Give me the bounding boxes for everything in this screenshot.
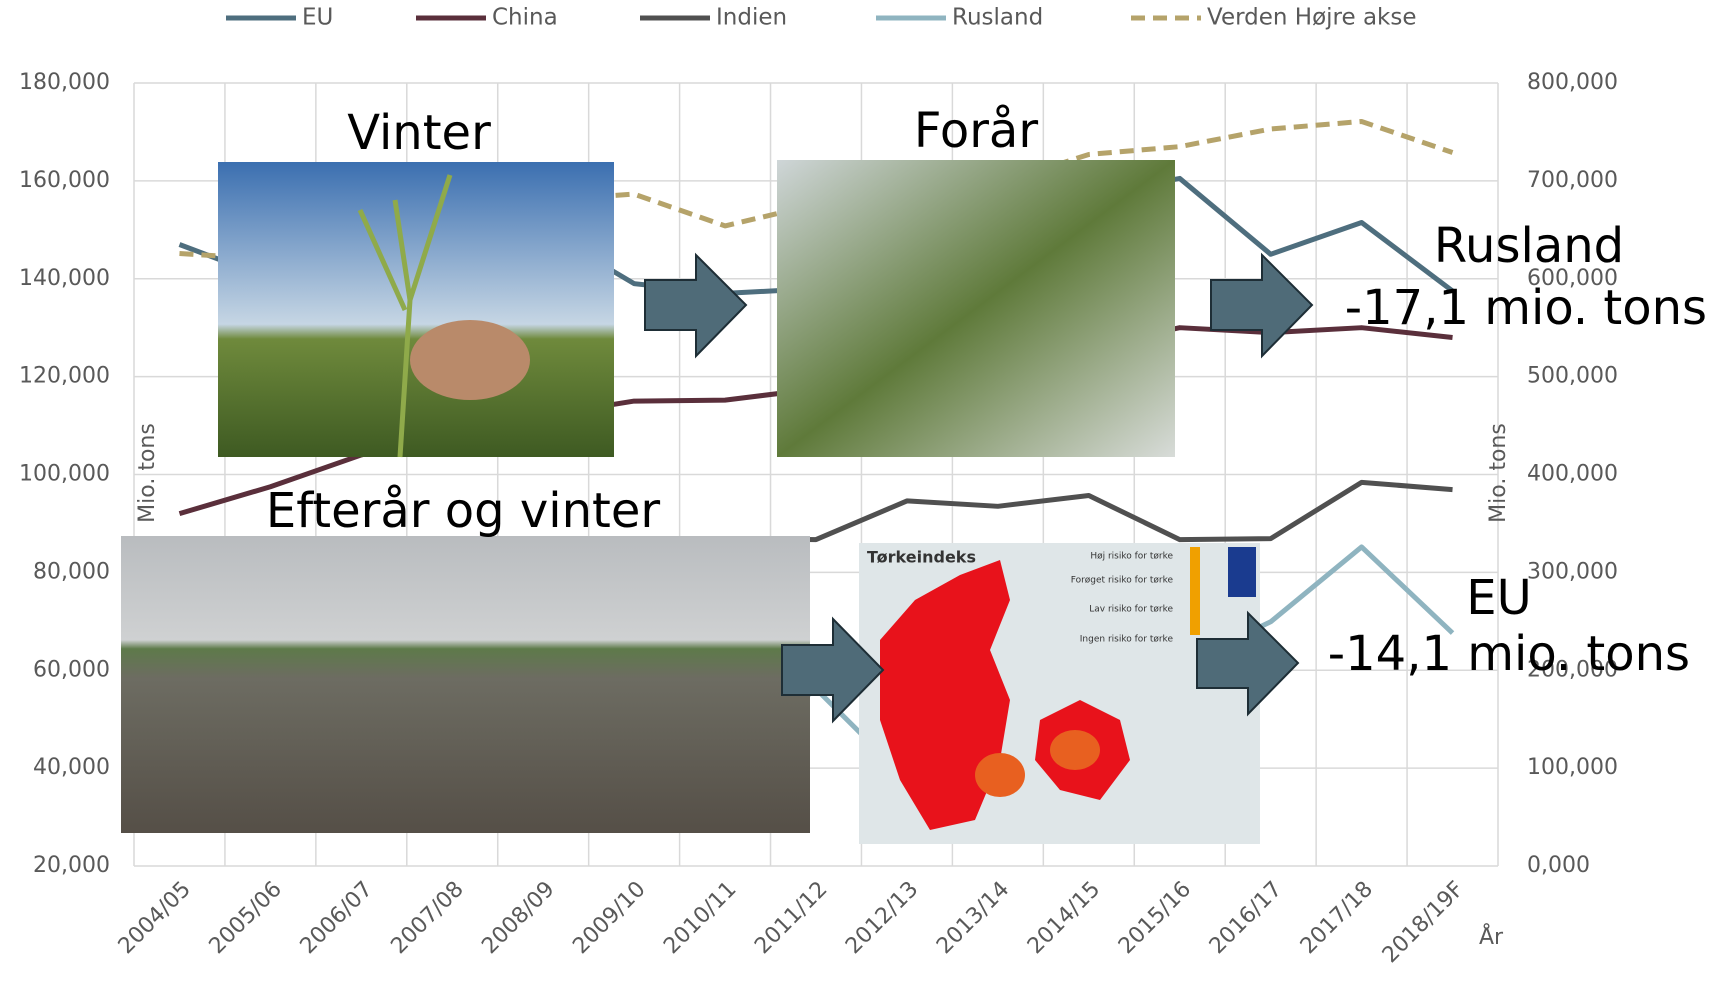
y2-tick-label: 700,000 bbox=[1527, 168, 1618, 193]
arrow bbox=[644, 252, 748, 359]
x-tick-label: 2014/15 bbox=[1023, 877, 1105, 959]
legend: EU China Indien Rusland Verden Højre akse bbox=[226, 5, 1417, 31]
y-tick-label: 120,000 bbox=[19, 364, 110, 389]
x-tick-label: 2012/13 bbox=[841, 877, 923, 959]
arrow bbox=[1196, 610, 1300, 717]
x-tick-label: 2007/08 bbox=[386, 877, 468, 959]
annotation: Vinter bbox=[347, 105, 491, 161]
annotation: EU bbox=[1466, 570, 1531, 626]
x-axis-label: År bbox=[1479, 923, 1504, 950]
x-tick-label: 2015/16 bbox=[1114, 877, 1196, 959]
y2-tick-label: 0,000 bbox=[1527, 853, 1590, 878]
y-tick-label: 60,000 bbox=[33, 657, 110, 682]
x-tick-label: 2013/14 bbox=[932, 877, 1014, 959]
y-tick-label: 160,000 bbox=[19, 168, 110, 193]
photo-winter bbox=[218, 162, 614, 457]
photo-hand bbox=[410, 320, 530, 400]
y-tick-label: 80,000 bbox=[33, 559, 110, 584]
annotation: Rusland bbox=[1434, 218, 1624, 274]
map-scale bbox=[1190, 547, 1200, 635]
x-tick-label: 2011/12 bbox=[750, 877, 832, 959]
y2-tick-label: 400,000 bbox=[1527, 462, 1618, 487]
x-tick-label: 2004/05 bbox=[114, 877, 196, 959]
overlays: Tørkeindeks Høj risiko for tørke Forøget… bbox=[121, 103, 1707, 844]
map-logo bbox=[1228, 547, 1256, 597]
y-tick-label: 40,000 bbox=[33, 755, 110, 780]
y-tick-label: 180,000 bbox=[19, 70, 110, 95]
annotation: -17,1 mio. tons bbox=[1345, 280, 1707, 336]
y2-tick-label: 800,000 bbox=[1527, 70, 1618, 95]
y2-tick-label: 300,000 bbox=[1527, 559, 1618, 584]
photo-plant bbox=[357, 174, 453, 458]
y2-axis-label: Mio. tons bbox=[1486, 423, 1511, 523]
arrow bbox=[781, 616, 885, 724]
y-tick-label: 100,000 bbox=[19, 462, 110, 487]
y-tick-label: 20,000 bbox=[33, 853, 110, 878]
x-tick-label: 2008/09 bbox=[477, 877, 559, 959]
annotation: Efterår og vinter bbox=[266, 483, 660, 539]
arrow bbox=[1210, 252, 1314, 359]
legend-label: Verden Højre akse bbox=[1207, 5, 1417, 31]
map-legend: Høj risiko for tørke bbox=[1090, 552, 1173, 562]
y2-tick-label: 100,000 bbox=[1527, 755, 1618, 780]
annotation: Forår bbox=[914, 103, 1038, 159]
map-legend: Lav risiko for tørke bbox=[1089, 605, 1173, 615]
legend-label: Rusland bbox=[952, 5, 1043, 31]
x-tick-label: 2009/10 bbox=[568, 877, 650, 959]
photo-spring bbox=[777, 160, 1175, 457]
x-tick-label: 2017/18 bbox=[1296, 877, 1378, 959]
map-zone bbox=[1050, 730, 1100, 770]
arrows bbox=[644, 252, 1314, 724]
map-title: Tørkeindeks bbox=[867, 548, 976, 567]
map-jutland bbox=[880, 560, 1010, 830]
photo-autumn bbox=[121, 536, 810, 833]
y2-tick-label: 500,000 bbox=[1527, 364, 1618, 389]
x-tick-label: 2010/11 bbox=[659, 877, 741, 959]
x-tick-label: 2006/07 bbox=[296, 877, 378, 959]
y2-tick-label: 200,000 bbox=[1527, 657, 1618, 682]
y2-tick-label: 600,000 bbox=[1527, 266, 1618, 291]
annotation: -14,1 mio. tons bbox=[1328, 626, 1690, 682]
map-legend: Forøget risiko for tørke bbox=[1071, 576, 1174, 586]
legend-label: EU bbox=[302, 5, 333, 31]
x-tick-label: 2005/06 bbox=[205, 877, 287, 959]
legend-label: China bbox=[492, 5, 558, 31]
x-tick-label: 2018/19F bbox=[1378, 877, 1469, 968]
legend-label: Indien bbox=[716, 5, 787, 31]
map-zone bbox=[975, 753, 1025, 797]
y-tick-label: 140,000 bbox=[19, 266, 110, 291]
x-tick-label: 2016/17 bbox=[1205, 877, 1287, 959]
map-legend: Ingen risiko for tørke bbox=[1080, 635, 1174, 645]
y-axis-label: Mio. tons bbox=[135, 423, 160, 523]
